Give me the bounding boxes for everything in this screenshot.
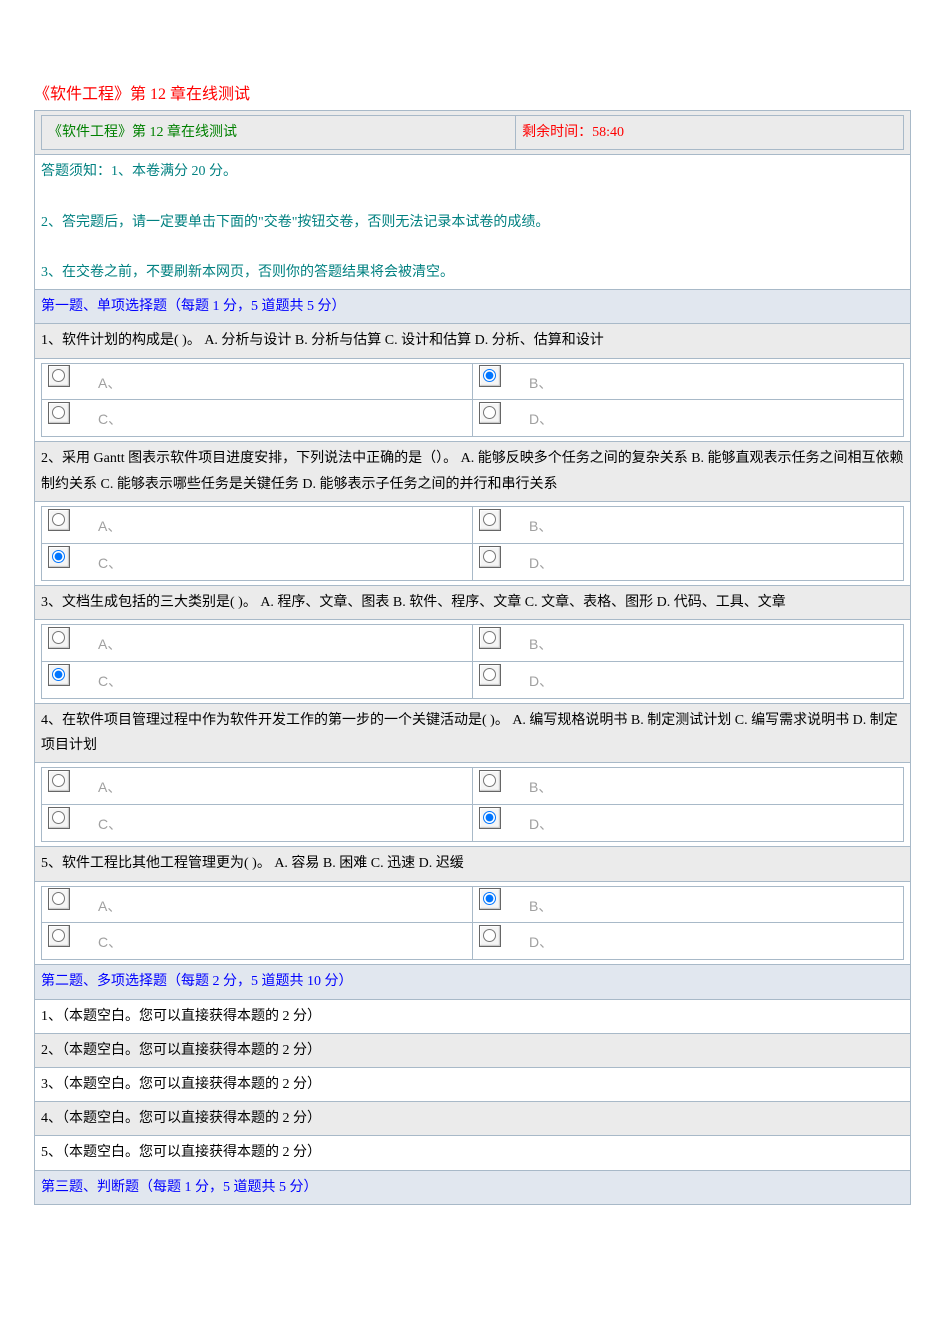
option-label-a: A、: [98, 779, 121, 795]
section-3-header: 第三题、判断题（每题 1 分，5 道题共 5 分）: [35, 1170, 911, 1204]
question-3-text: 3、文档生成包括的三大类别是( )。 A. 程序、文章、图表 B. 软件、程序、…: [35, 585, 911, 619]
q2-option-d-radio[interactable]: [479, 546, 501, 568]
instructions: 答题须知：1、本卷满分 20 分。 2、答完题后，请一定要单击下面的"交卷"按钮…: [35, 155, 911, 290]
option-label-c: C、: [98, 673, 122, 689]
q5-option-d-radio[interactable]: [479, 925, 501, 947]
option-label-d: D、: [529, 816, 553, 832]
option-label-c: C、: [98, 816, 122, 832]
q1-option-b-radio[interactable]: [479, 365, 501, 387]
option-label-b: B、: [529, 518, 552, 534]
q3-option-b-radio[interactable]: [479, 627, 501, 649]
q4-option-b-radio[interactable]: [479, 770, 501, 792]
q5-option-c-radio[interactable]: [48, 925, 70, 947]
option-label-c: C、: [98, 934, 122, 950]
timer-label: 剩余时间：: [522, 125, 592, 140]
blank-question-4: 4、（本题空白。您可以直接获得本题的 2 分）: [35, 1102, 911, 1136]
q5-option-a-radio[interactable]: [48, 888, 70, 910]
question-2-text: 2、采用 Gantt 图表示软件项目进度安排，下列说法中正确的是（）。 A. 能…: [35, 442, 911, 501]
q3-option-d-radio[interactable]: [479, 664, 501, 686]
question-1-text: 1、软件计划的构成是( )。 A. 分析与设计 B. 分析与估算 C. 设计和估…: [35, 324, 911, 358]
quiz-timer: 剩余时间：58:40: [516, 116, 904, 150]
option-label-a: A、: [98, 636, 121, 652]
q3-option-c-radio[interactable]: [48, 664, 70, 686]
question-5-text: 5、软件工程比其他工程管理更为( )。 A. 容易 B. 困难 C. 迅速 D.…: [35, 847, 911, 881]
page-title: 《软件工程》第 12 章在线测试: [34, 80, 911, 104]
quiz-table: 《软件工程》第 12 章在线测试 剩余时间：58:40 答题须知：1、本卷满分 …: [34, 110, 911, 1205]
instruction-line-1: 答题须知：1、本卷满分 20 分。: [41, 159, 904, 184]
q2-option-a-radio[interactable]: [48, 509, 70, 531]
q1-option-d-radio[interactable]: [479, 402, 501, 424]
option-label-a: A、: [98, 897, 121, 913]
option-label-b: B、: [529, 374, 552, 390]
q4-option-c-radio[interactable]: [48, 807, 70, 829]
q5-option-b-radio[interactable]: [479, 888, 501, 910]
option-label-b: B、: [529, 779, 552, 795]
instruction-line-3: 3、在交卷之前，不要刷新本网页，否则你的答题结果将会被清空。: [41, 260, 904, 285]
option-label-c: C、: [98, 411, 122, 427]
q2-option-c-radio[interactable]: [48, 546, 70, 568]
option-label-c: C、: [98, 555, 122, 571]
q2-option-b-radio[interactable]: [479, 509, 501, 531]
q3-option-a-radio[interactable]: [48, 627, 70, 649]
blank-question-3: 3、（本题空白。您可以直接获得本题的 2 分）: [35, 1068, 911, 1102]
section-1-header: 第一题、单项选择题（每题 1 分，5 道题共 5 分）: [35, 290, 911, 324]
q1-option-a-radio[interactable]: [48, 365, 70, 387]
blank-question-1: 1、（本题空白。您可以直接获得本题的 2 分）: [35, 999, 911, 1033]
option-label-a: A、: [98, 518, 121, 534]
blank-question-5: 5、（本题空白。您可以直接获得本题的 2 分）: [35, 1136, 911, 1170]
option-label-d: D、: [529, 555, 553, 571]
section-2-header: 第二题、多项选择题（每题 2 分，5 道题共 10 分）: [35, 965, 911, 999]
instruction-line-2: 2、答完题后，请一定要单击下面的"交卷"按钮交卷，否则无法记录本试卷的成绩。: [41, 210, 904, 235]
blank-question-2: 2、（本题空白。您可以直接获得本题的 2 分）: [35, 1033, 911, 1067]
option-label-d: D、: [529, 673, 553, 689]
option-label-b: B、: [529, 897, 552, 913]
timer-value: 58:40: [592, 125, 624, 140]
q4-option-d-radio[interactable]: [479, 807, 501, 829]
option-label-b: B、: [529, 636, 552, 652]
option-label-d: D、: [529, 411, 553, 427]
question-4-text: 4、在软件项目管理过程中作为软件开发工作的第一步的一个关键活动是( )。 A. …: [35, 703, 911, 762]
option-label-d: D、: [529, 934, 553, 950]
q4-option-a-radio[interactable]: [48, 770, 70, 792]
option-label-a: A、: [98, 374, 121, 390]
q1-option-c-radio[interactable]: [48, 402, 70, 424]
quiz-header-left: 《软件工程》第 12 章在线测试: [42, 116, 516, 150]
